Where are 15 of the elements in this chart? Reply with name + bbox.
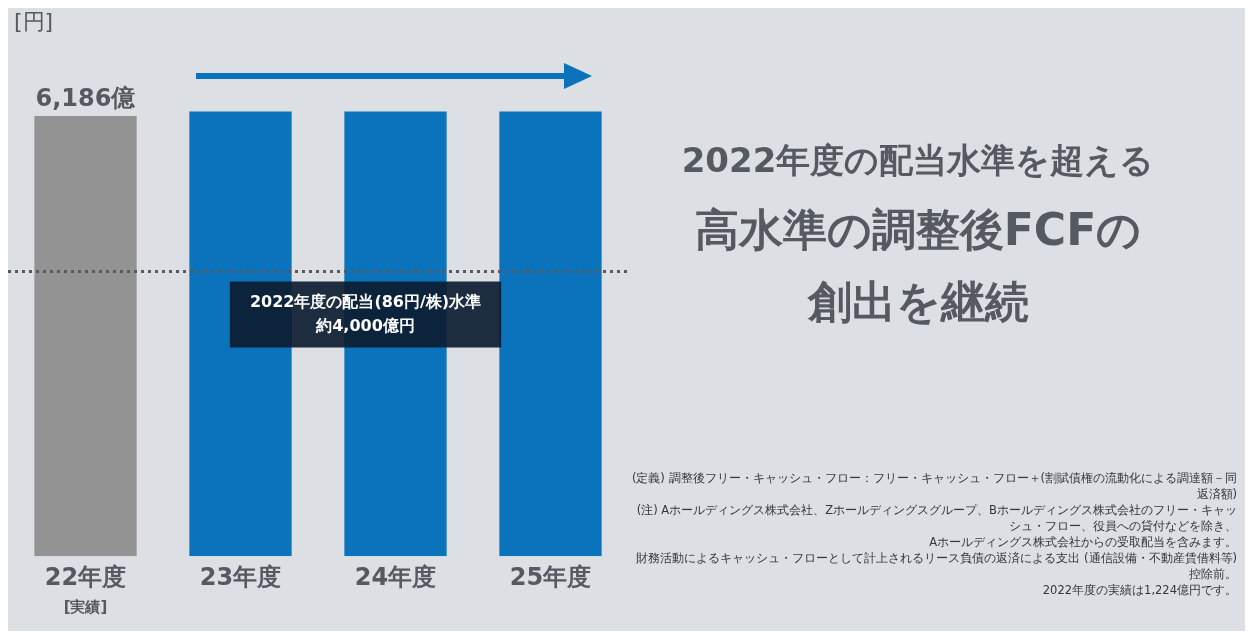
text: 2022年度の配当水準を超える — [680, 139, 1156, 182]
x-tick-label: 23年度 — [199, 562, 282, 591]
x-tick-label: 24年度 — [354, 562, 437, 591]
text: 高水準の調整後FCFの創出を継続 — [693, 203, 1143, 329]
x-tick-label: 22年度 — [44, 562, 127, 591]
text: (定義) 調整後フリー・キャッシュ・フロー：フリー・キャッシュ・フロー＋(割賦債権の流動化による調達額－同返済額) — [630, 470, 1237, 502]
text: Aホールディングス株式会社からの受取配当を含みます。 — [928, 534, 1237, 550]
ref-line-label: 2022年度の配当(86円/株)水準約4,000億円 — [249, 291, 482, 335]
text: (注) Aホールディングス株式会社、Zホールディングスグループ、Bホールディングス株式会社のフリー・キャッシュ・フロー、役員への貸付などを除き、 — [635, 502, 1237, 534]
text: 財務活動によるキャッシュ・フローとして計上されるリース負債の返済による支出 (通信設備・不動産賃借料等) 控除前。 — [635, 550, 1237, 582]
y-axis-title: [円] — [14, 8, 54, 34]
data-label: 6,186億 — [35, 84, 137, 113]
text: [実績] — [63, 597, 108, 616]
text: 2022年度の実績は1,224億円です。 — [1041, 582, 1237, 598]
x-tick-label: 25年度 — [509, 562, 592, 591]
